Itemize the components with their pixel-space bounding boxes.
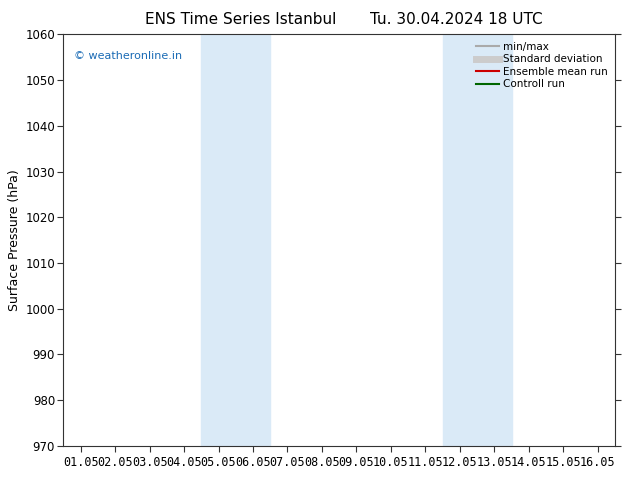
Text: © weatheronline.in: © weatheronline.in [74, 51, 183, 61]
Text: Tu. 30.04.2024 18 UTC: Tu. 30.04.2024 18 UTC [370, 12, 543, 27]
Bar [443, 34, 512, 446]
Legend: min/max, Standard deviation, Ensemble mean run, Controll run: min/max, Standard deviation, Ensemble me… [474, 40, 610, 92]
Text: ENS Time Series Istanbul: ENS Time Series Istanbul [145, 12, 337, 27]
Bar [202, 34, 270, 446]
Y-axis label: Surface Pressure (hPa): Surface Pressure (hPa) [8, 169, 21, 311]
